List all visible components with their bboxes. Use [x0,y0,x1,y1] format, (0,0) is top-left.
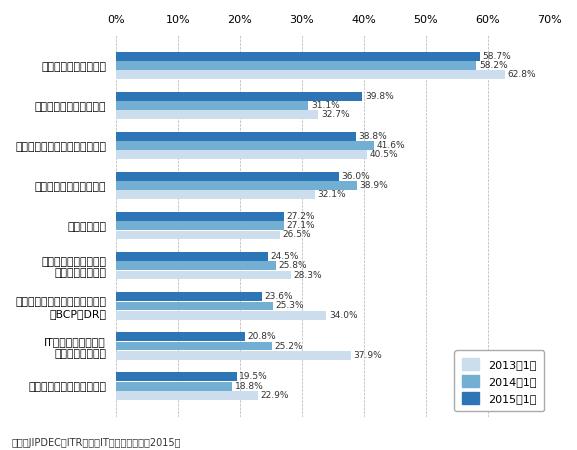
Text: 38.9%: 38.9% [359,181,388,190]
Bar [116,101,309,110]
Text: 62.8%: 62.8% [508,70,536,79]
Text: 27.1%: 27.1% [286,221,315,230]
Text: 58.7%: 58.7% [482,52,511,61]
Text: 26.5%: 26.5% [283,230,311,239]
Bar [116,70,505,79]
Bar [116,92,362,101]
Bar [116,252,268,261]
Bar [116,181,357,190]
Bar [116,391,258,400]
Bar [116,310,327,320]
Text: 40.5%: 40.5% [369,150,398,159]
Text: 25.2%: 25.2% [275,342,303,351]
Text: 38.8%: 38.8% [359,132,388,141]
Text: 37.9%: 37.9% [353,351,382,360]
Bar [116,382,233,391]
Bar [116,61,477,70]
Text: 27.2%: 27.2% [287,212,315,221]
Bar [116,270,291,279]
Text: 19.5%: 19.5% [239,373,268,382]
Bar [116,351,351,360]
Text: 出典：JIPDEC／ITR「企業IT利活用動向調査2015」: 出典：JIPDEC／ITR「企業IT利活用動向調査2015」 [12,438,181,448]
Text: 25.8%: 25.8% [278,261,307,270]
Bar [116,261,276,270]
Text: 31.1%: 31.1% [311,101,340,110]
Bar [116,52,479,61]
Bar [116,230,280,239]
Bar [116,190,314,199]
Bar [116,221,284,230]
Bar [116,333,245,342]
Text: 22.9%: 22.9% [260,391,288,400]
Bar [116,302,272,310]
Bar [116,292,262,302]
Text: 39.8%: 39.8% [365,92,394,101]
Text: 32.1%: 32.1% [317,190,346,199]
Bar [116,141,373,150]
Bar [116,150,367,159]
Text: 25.3%: 25.3% [275,302,304,310]
Text: 23.6%: 23.6% [264,292,293,302]
Text: 24.5%: 24.5% [270,252,298,261]
Bar [116,132,356,141]
Bar [116,373,237,382]
Text: 58.2%: 58.2% [479,61,508,70]
Bar [116,172,339,181]
Bar [116,342,272,351]
Text: 41.6%: 41.6% [376,141,404,150]
Text: 32.7%: 32.7% [321,110,350,119]
Text: 36.0%: 36.0% [342,172,370,181]
Text: 18.8%: 18.8% [235,382,264,391]
Bar [116,110,319,119]
Legend: 2013年1月, 2014年1月, 2015年1月: 2013年1月, 2014年1月, 2015年1月 [455,351,544,411]
Bar [116,212,284,221]
Text: 34.0%: 34.0% [329,310,358,320]
Text: 28.3%: 28.3% [294,270,322,279]
Text: 20.8%: 20.8% [247,333,276,342]
